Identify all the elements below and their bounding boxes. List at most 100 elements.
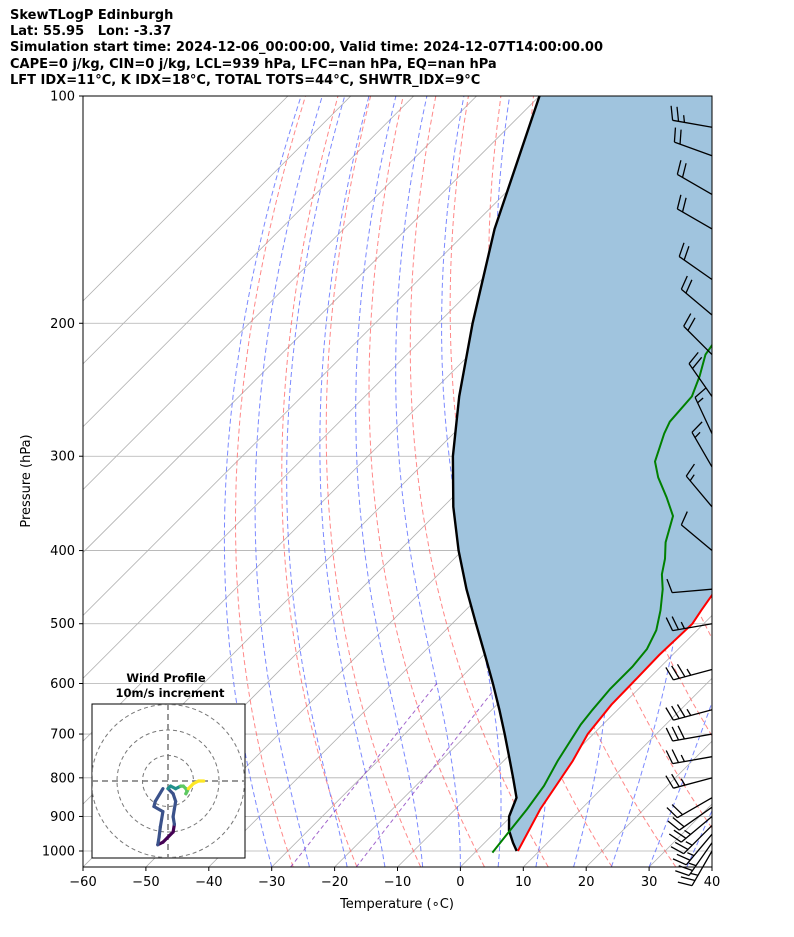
barb-flag [691,421,703,433]
barb-flag [694,387,707,398]
x-axis: −60 −50 −40 −30 −20 −10 0 10 20 30 40 [69,867,720,890]
barb-flag [675,870,690,877]
barb-shaft [672,733,713,742]
barb-flag [680,511,688,526]
mixing-ratio-line [290,683,438,867]
barb-flag [685,279,693,294]
hodograph-trace [153,787,165,804]
wind-barb [670,824,713,855]
moist-adiabat [319,96,386,867]
barb-flag [683,313,692,327]
barb-flag [671,726,680,741]
barb-flag [668,833,682,843]
wind-barb [676,160,713,195]
wind-barb [683,313,713,355]
wind-barb [672,833,713,866]
wind-barb [680,275,713,316]
x-tick-label: 20 [578,875,595,890]
x-tick-label: 40 [704,875,721,890]
isotherm-line [460,614,712,867]
dry-adiabat [235,96,306,867]
hodograph-trace [157,825,162,839]
y-axis-label: Pressure (hPa) [19,434,34,527]
barb-shaft [673,777,713,789]
barb-flag [691,356,703,370]
wind-barb [666,578,713,594]
wind-barb [666,797,713,819]
isotherm-line [334,489,712,867]
barb-flag [676,663,686,678]
barb-flag [670,105,674,121]
barb-shaft [673,709,713,721]
barb-flag [671,804,684,816]
barb-flag [667,820,680,831]
barb-shaft [680,288,713,316]
wind-barb [665,704,713,721]
barb-shaft [678,256,713,281]
barb-flag [665,707,674,721]
cape-area [452,96,712,851]
x-axis-label: Temperature (∘C) [339,897,454,912]
barb-flag [670,846,685,855]
dewpoint-line [491,343,712,854]
y-tick-label: 400 [50,544,75,559]
dry-adiabat [281,96,358,867]
x-tick-label: 0 [456,875,464,890]
wind-barb [665,749,713,765]
barb-flag [683,246,690,261]
moist-adiabat [610,96,685,867]
barb-shaft [694,397,713,434]
hodograph-subtitle: 10m/s increment [116,686,225,700]
barb-shaft [674,141,713,157]
x-tick-label: −60 [69,875,96,890]
isotherm-line [83,96,603,616]
barb-flag [665,667,674,681]
barb-flag [687,317,696,331]
barb-flag [678,865,693,872]
barb-flag [671,705,680,719]
barb-half-flag [680,754,686,762]
y-tick-label: 800 [50,771,75,786]
barb-shaft [691,432,713,468]
dry-adiabat [729,96,794,867]
barb-flag [688,351,699,365]
barb-flag [665,727,674,742]
hodograph-title: Wind Profile [126,671,206,685]
barb-half-flag [697,397,704,404]
isotherm-line [711,866,712,867]
y-axis: 100 200 300 400 500 600 700 800 900 1000 [42,90,83,860]
barb-shaft [672,756,713,765]
barb-shaft [691,850,713,886]
dry-adiabat [762,96,794,867]
temperature-line [517,593,712,852]
barb-half-flag [683,115,686,123]
barb-flag [666,578,673,593]
barb-flag [678,242,685,257]
wind-barb [670,105,713,128]
wind-barb [673,127,713,157]
x-tick-label: −50 [132,875,159,890]
barb-half-flag [685,841,693,846]
barb-flag [676,704,686,718]
y-tick-label: 700 [50,728,75,743]
wind-barb [688,351,713,397]
x-tick-label: −20 [321,875,348,890]
barb-shaft [688,363,713,397]
x-tick-label: 10 [515,875,532,890]
barb-flag [665,775,674,789]
moist-adiabat [254,96,323,867]
barb-flag [677,725,686,740]
chart-title-block: SkewTLogP Edinburgh Lat: 55.95 Lon: -3.3… [10,8,603,89]
barb-half-flag [684,829,691,835]
barb-flag [671,773,680,787]
wind-barb [675,842,713,877]
x-tick-label: −30 [258,875,285,890]
barb-flag [671,616,680,630]
hodograph-trace [152,804,165,814]
barb-shaft [672,588,713,594]
title-line-indices-1: CAPE=0 j/kg, CIN=0 j/kg, LCL=939 hPa, LF… [10,56,497,72]
moist-adiabat [223,96,302,867]
dry-adiabat [368,96,485,867]
hodograph-trace [156,835,161,847]
isotherm-line [83,96,352,365]
